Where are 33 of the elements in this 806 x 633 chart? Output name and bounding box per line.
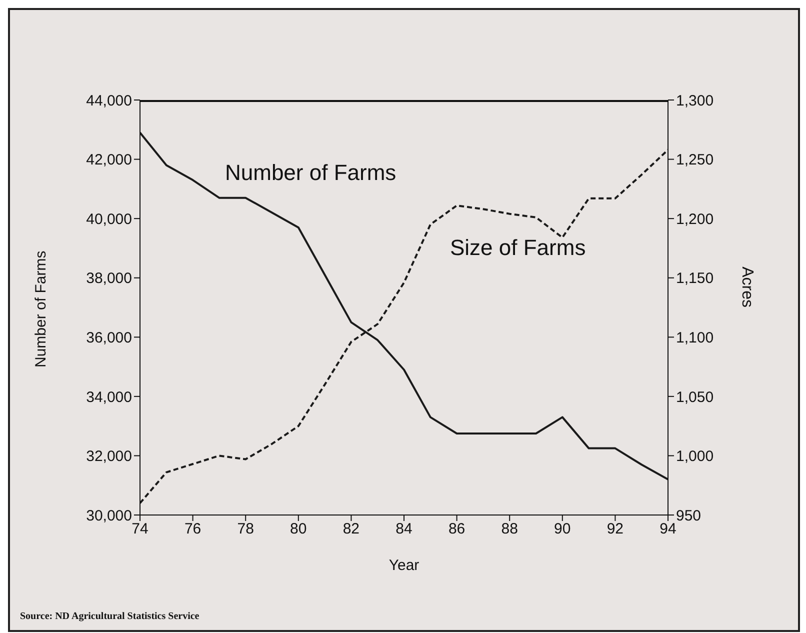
y2-tick-label: 1,250 <box>676 152 714 169</box>
y-tick-label: 30,000 <box>86 507 132 524</box>
source-note: Source: ND Agricultural Statistics Service <box>20 611 200 622</box>
x-tick-label: 80 <box>290 520 307 538</box>
y2-tick-label: 1,000 <box>676 448 714 466</box>
y2-tick-label: 1,200 <box>676 210 714 228</box>
x-tick-label: 84 <box>396 520 412 538</box>
y2-tick-label: 950 <box>676 507 702 524</box>
x-tick-label: 76 <box>184 520 202 538</box>
series-label: Number of Farms <box>225 160 396 186</box>
x-tick-label: 90 <box>554 520 571 538</box>
y2-tick-label: 1,150 <box>676 270 714 288</box>
y2-tick-label: 1,100 <box>676 329 714 346</box>
x-tick-label: 74 <box>132 520 148 538</box>
y-tick-label: 40,000 <box>86 210 132 228</box>
x-axis-title: Year <box>388 557 420 574</box>
y2-tick-label: 1,300 <box>676 92 714 110</box>
y-tick-label: 42,000 <box>86 152 132 169</box>
y-tick-label: 44,000 <box>86 92 132 110</box>
x-tick-label: 82 <box>342 520 360 538</box>
y-axis-title: Number of Farms <box>32 250 50 368</box>
y-tick-label: 36,000 <box>86 329 132 346</box>
series-label: Size of Farms <box>450 235 586 261</box>
y2-tick-label: 1,050 <box>676 388 714 406</box>
x-tick-label: 88 <box>501 520 518 538</box>
x-tick-label: 94 <box>660 520 676 538</box>
y2-axis-title: Acres <box>738 266 756 308</box>
x-tick-label: 86 <box>448 520 466 538</box>
x-tick-label: 92 <box>606 520 624 538</box>
y-tick-label: 32,000 <box>86 448 132 466</box>
x-tick-label: 78 <box>237 520 254 538</box>
y-tick-label: 34,000 <box>86 388 132 406</box>
y-tick-label: 38,000 <box>86 270 132 288</box>
